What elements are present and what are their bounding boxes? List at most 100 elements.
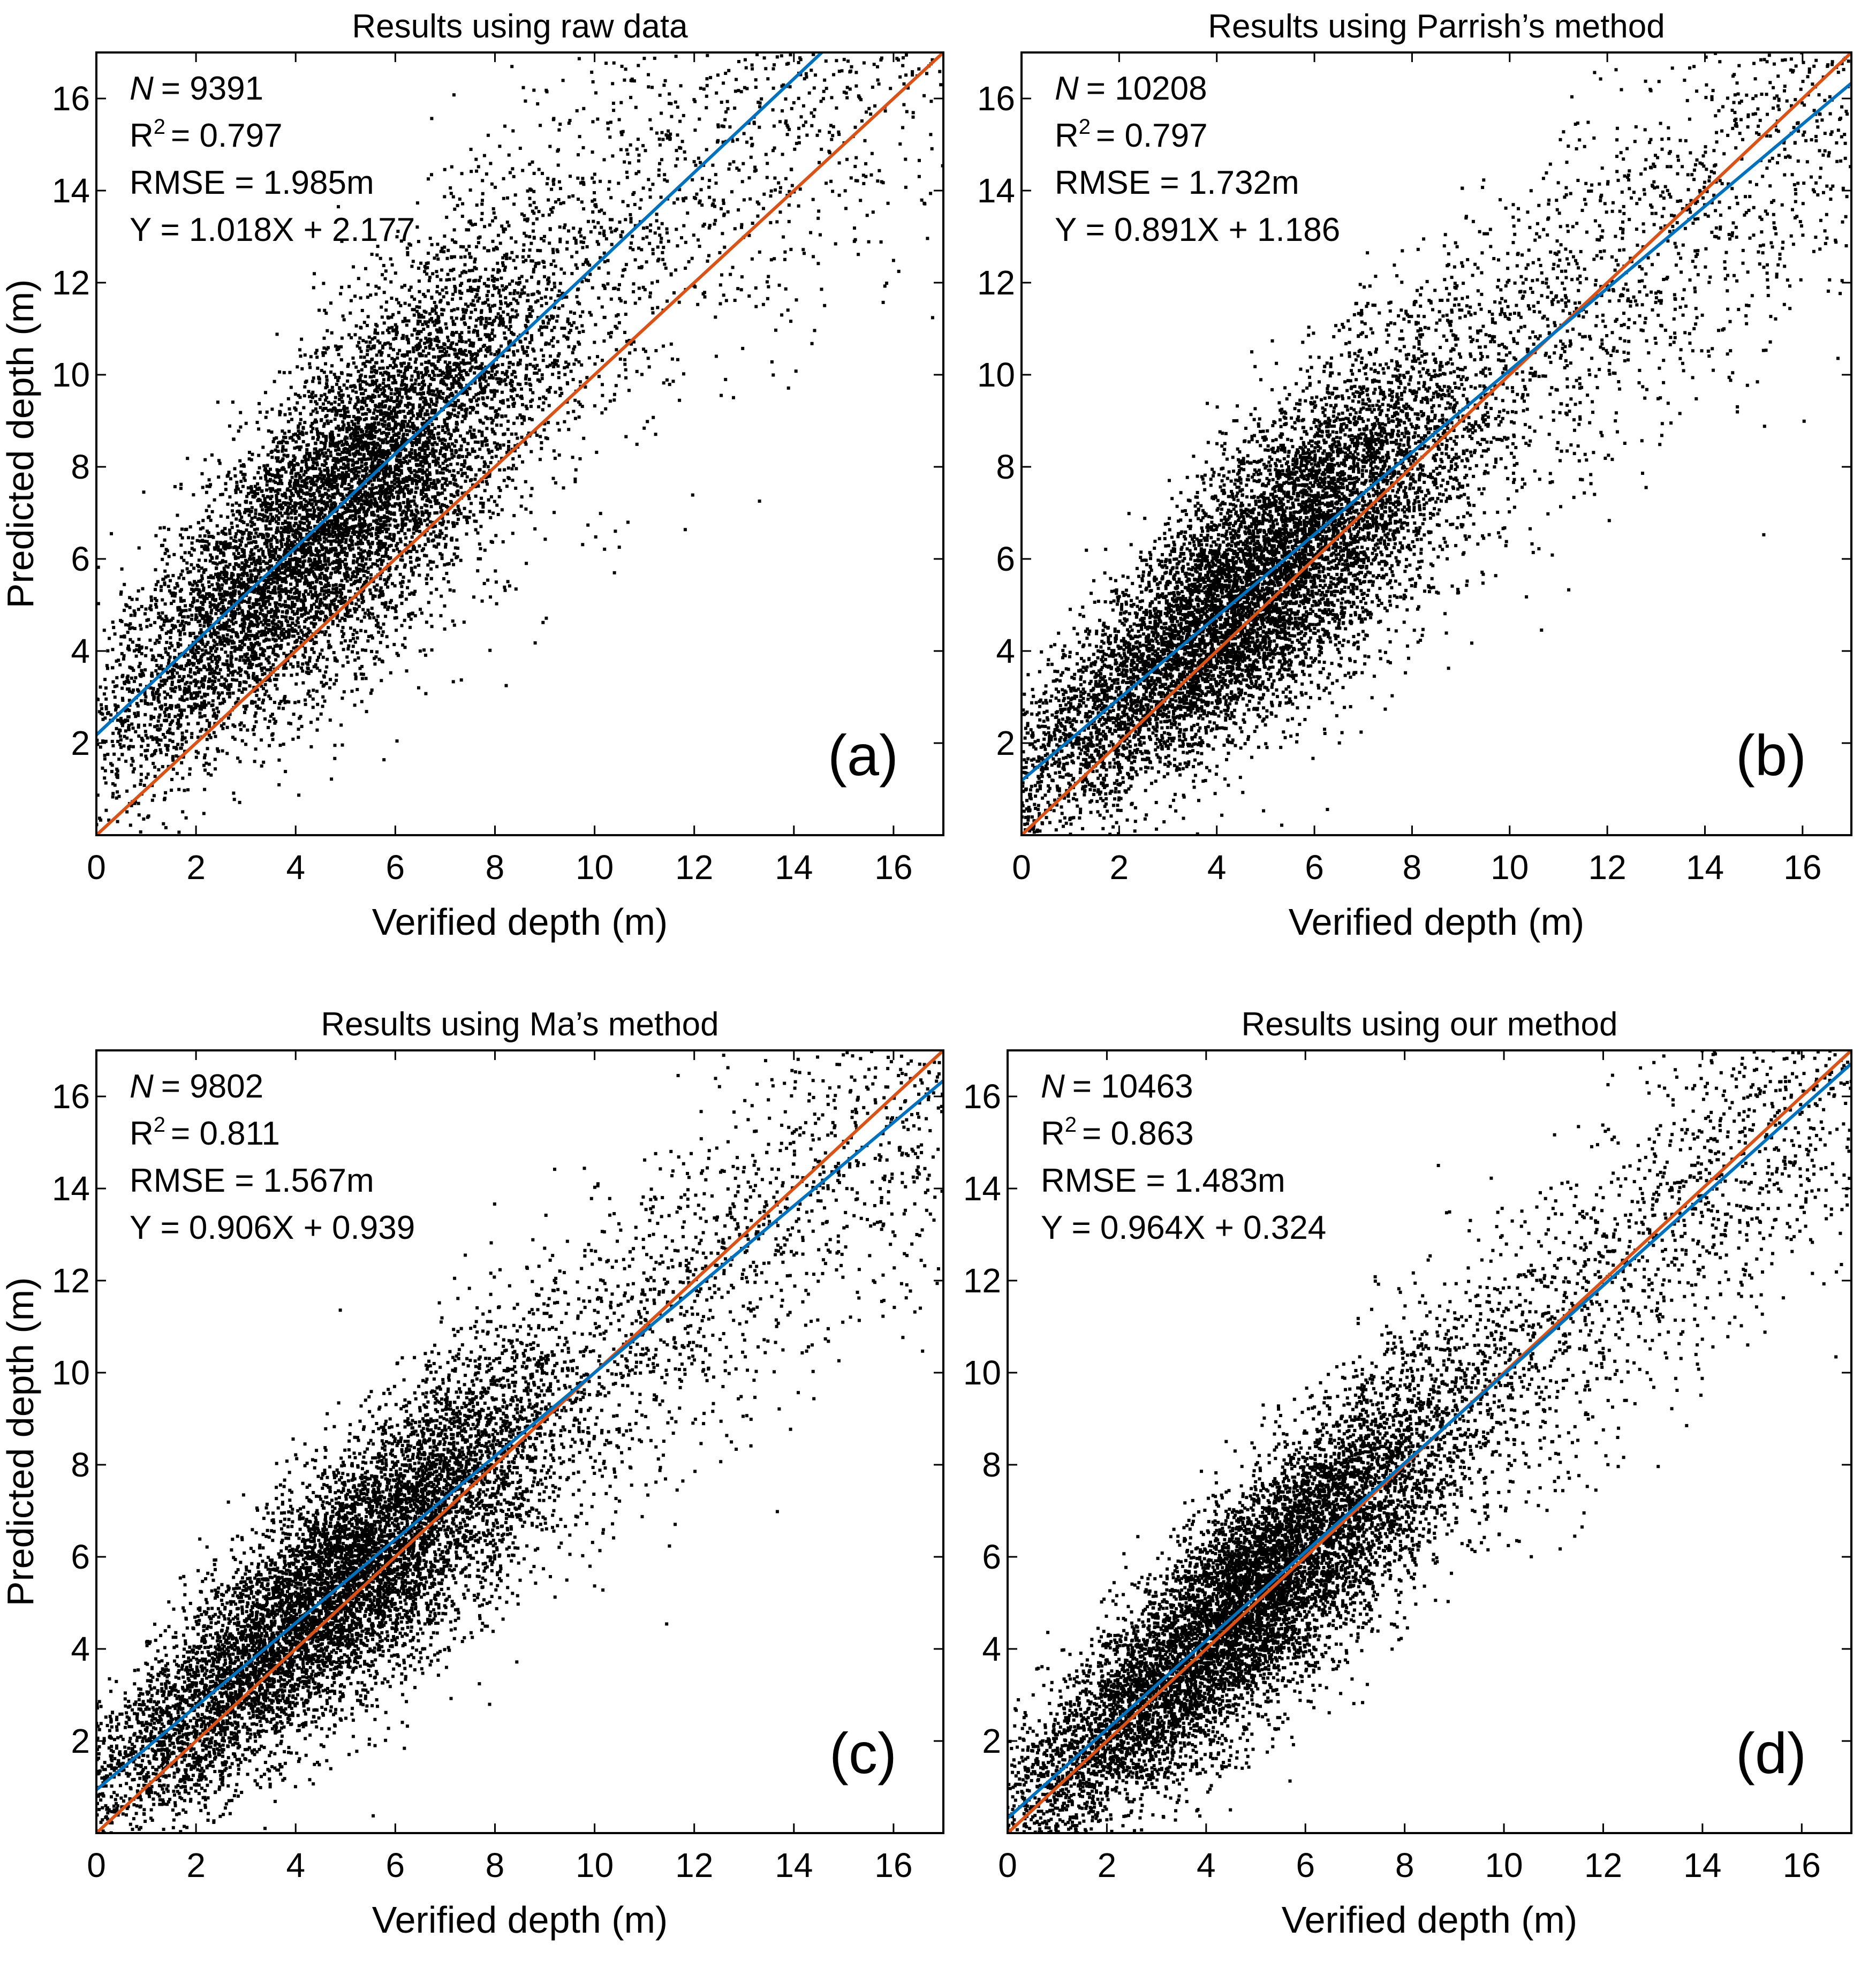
y-tick-label: 4 bbox=[982, 1630, 1001, 1668]
panel-title: Results using Parrish’s method bbox=[1208, 8, 1665, 45]
stat-equation: Y = 0.906X + 0.939 bbox=[130, 1209, 415, 1246]
y-tick-label: 4 bbox=[71, 632, 90, 670]
plot-frame bbox=[1020, 51, 1852, 836]
x-tick-label: 12 bbox=[675, 848, 713, 887]
stat-r2: R2 = 0.797 bbox=[130, 115, 283, 154]
x-tick-label: 6 bbox=[386, 1846, 405, 1884]
x-tick-label: 8 bbox=[486, 848, 505, 887]
y-tick-label: 16 bbox=[52, 1077, 90, 1116]
x-tick-label: 16 bbox=[874, 1846, 912, 1884]
y-tick-label: 12 bbox=[977, 263, 1015, 302]
stat-n: N = 9802 bbox=[130, 1068, 263, 1105]
plot-frame bbox=[95, 51, 944, 836]
y-tick-label: 2 bbox=[982, 1722, 1001, 1760]
y-tick-label: 6 bbox=[982, 1538, 1001, 1576]
x-tick-label: 16 bbox=[874, 848, 912, 887]
stat-n-value: = 10463 bbox=[1072, 1068, 1193, 1105]
x-tick-label: 2 bbox=[186, 1846, 206, 1884]
x-axis-label: Verified depth (m) bbox=[372, 901, 668, 943]
x-tick-label: 8 bbox=[1395, 1846, 1414, 1884]
y-tick-label: 14 bbox=[52, 1169, 90, 1208]
stat-r2-symbol: R bbox=[1055, 117, 1079, 154]
stat-n-symbol: N bbox=[130, 1068, 154, 1105]
x-tick-label: 4 bbox=[1197, 1846, 1216, 1884]
regression-fit-line bbox=[1022, 82, 1851, 782]
x-tick-label: 8 bbox=[486, 1846, 505, 1884]
x-tick-label: 4 bbox=[1207, 848, 1227, 887]
panel-label: (d) bbox=[1736, 1721, 1806, 1785]
y-tick-label: 14 bbox=[52, 171, 90, 210]
x-tick-label: 12 bbox=[1584, 1846, 1622, 1884]
x-tick-label: 0 bbox=[87, 1846, 106, 1884]
y-tick-label: 8 bbox=[996, 448, 1015, 486]
y-tick-label: 8 bbox=[71, 448, 90, 486]
regression-fit-line bbox=[1008, 1062, 1851, 1820]
stat-n-symbol: N bbox=[130, 70, 154, 107]
x-tick-label: 14 bbox=[1686, 848, 1724, 887]
stat-equation: Y = 0.891X + 1.186 bbox=[1055, 211, 1340, 248]
x-tick-label: 2 bbox=[1110, 848, 1129, 887]
x-tick-label: 16 bbox=[1783, 1846, 1821, 1884]
regression-fit-line bbox=[96, 1079, 943, 1791]
x-axis-label: Verified depth (m) bbox=[372, 1899, 668, 1941]
panel-label: (b) bbox=[1736, 723, 1806, 788]
x-tick-label: 8 bbox=[1403, 848, 1422, 887]
y-tick-label: 10 bbox=[963, 1353, 1001, 1392]
y-tick-label: 6 bbox=[71, 540, 90, 578]
stat-n-value: = 10208 bbox=[1086, 70, 1207, 107]
y-tick-label: 8 bbox=[982, 1445, 1001, 1484]
y-tick-label: 2 bbox=[71, 724, 90, 762]
stat-rmse: RMSE = 1.732m bbox=[1055, 164, 1299, 201]
stat-rmse: RMSE = 1.483m bbox=[1041, 1162, 1285, 1199]
stat-rmse: RMSE = 1.985m bbox=[130, 164, 374, 201]
stat-n-value: = 9802 bbox=[161, 1068, 263, 1105]
x-tick-label: 0 bbox=[87, 848, 106, 887]
panel-b: Results using Parrish’s method 0 2 4 6 8 10 12 1… bbox=[977, 8, 1852, 943]
y-axis-label: Predicted depth (m) bbox=[0, 279, 41, 609]
stat-r2-value: = 0.797 bbox=[171, 117, 283, 154]
stat-n-symbol: N bbox=[1041, 1068, 1065, 1105]
x-tick-label: 10 bbox=[1491, 848, 1529, 887]
x-tick-label: 0 bbox=[1012, 848, 1031, 887]
x-tick-label: 10 bbox=[1485, 1846, 1523, 1884]
y-tick-label: 2 bbox=[996, 724, 1015, 762]
panel-label: (a) bbox=[828, 723, 898, 788]
x-tick-label: 14 bbox=[1683, 1846, 1721, 1884]
y-tick-label: 12 bbox=[52, 1261, 90, 1300]
y-tick-label: 6 bbox=[71, 1538, 90, 1576]
x-tick-label: 6 bbox=[386, 848, 405, 887]
stat-n: N = 10463 bbox=[1041, 1068, 1193, 1105]
panel-d: Results using our method 0 2 4 6 8 10 12 14 16 2 4 6… bbox=[963, 1006, 1852, 1941]
stat-n: N = 10208 bbox=[1055, 70, 1207, 107]
one-to-one-line bbox=[96, 1050, 943, 1833]
stat-r2-symbol: R bbox=[130, 1115, 154, 1152]
y-tick-label: 12 bbox=[963, 1261, 1001, 1300]
stat-r2-value: = 0.811 bbox=[171, 1115, 280, 1152]
panel-title: Results using raw data bbox=[352, 8, 688, 45]
stat-rmse: RMSE = 1.567m bbox=[130, 1162, 374, 1199]
stat-r2-exponent: 2 bbox=[1065, 1113, 1077, 1137]
stat-n-value: = 9391 bbox=[161, 70, 263, 107]
panel-a: Results using raw data 0 2 4 6 8 10 12 14 16 2 4 6 8 1… bbox=[0, 8, 944, 943]
x-tick-label: 10 bbox=[576, 1846, 614, 1884]
stat-r2: R2 = 0.797 bbox=[1055, 115, 1208, 154]
plot-frame bbox=[1007, 1049, 1852, 1834]
x-tick-label: 2 bbox=[1098, 1846, 1117, 1884]
panel-label: (c) bbox=[829, 1721, 897, 1785]
x-tick-label: 6 bbox=[1296, 1846, 1315, 1884]
y-tick-label: 6 bbox=[996, 540, 1015, 578]
y-tick-label: 14 bbox=[977, 171, 1015, 210]
panel-c: Results using Ma’s method 0 2 4 6 8 10 12 14 16 2 4… bbox=[0, 1006, 944, 1941]
stat-r2-exponent: 2 bbox=[154, 115, 165, 139]
y-tick-label: 4 bbox=[71, 1630, 90, 1668]
stat-r2-value: = 0.863 bbox=[1082, 1115, 1194, 1152]
x-tick-label: 12 bbox=[1588, 848, 1627, 887]
one-to-one-line bbox=[1022, 52, 1851, 835]
y-tick-label: 10 bbox=[52, 355, 90, 394]
stat-r2-exponent: 2 bbox=[1079, 115, 1091, 139]
x-tick-label: 16 bbox=[1783, 848, 1821, 887]
one-to-one-line bbox=[96, 52, 943, 835]
y-tick-label: 14 bbox=[963, 1169, 1001, 1208]
y-tick-label: 8 bbox=[71, 1445, 90, 1484]
y-tick-label: 16 bbox=[963, 1077, 1001, 1116]
